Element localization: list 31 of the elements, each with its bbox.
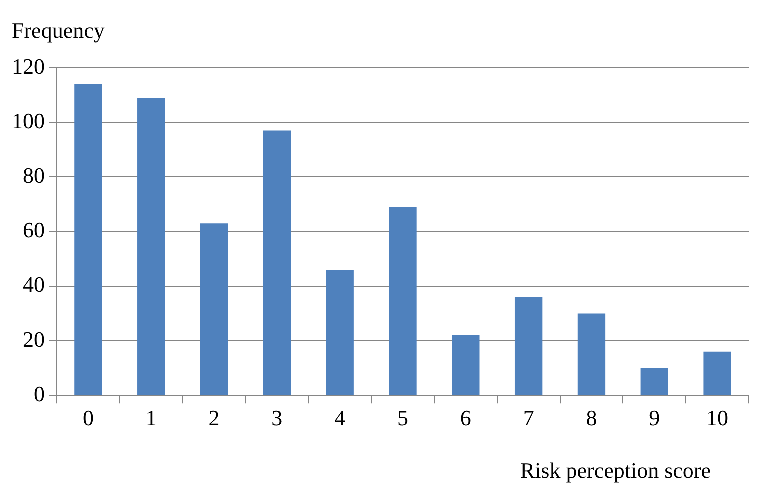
x-tick-label: 4 bbox=[334, 406, 346, 431]
y-tick-label: 40 bbox=[23, 272, 45, 298]
x-tick-label: 7 bbox=[523, 406, 534, 431]
bar bbox=[263, 130, 292, 396]
bar bbox=[704, 352, 732, 396]
bar bbox=[514, 297, 543, 396]
bar bbox=[326, 270, 354, 396]
bar bbox=[74, 84, 102, 396]
bar bbox=[138, 98, 166, 396]
x-tick-label: 3 bbox=[272, 406, 283, 431]
y-tick-label: 0 bbox=[34, 381, 45, 406]
y-axis-title: Frequency bbox=[12, 18, 105, 43]
x-tick-label: 2 bbox=[208, 406, 220, 431]
x-tick-label: 10 bbox=[706, 406, 729, 431]
y-tick-label: 80 bbox=[23, 162, 45, 188]
x-tick-label: 0 bbox=[82, 406, 94, 431]
bar bbox=[578, 314, 606, 396]
y-tick-label: 100 bbox=[12, 108, 45, 134]
x-tick-label: 5 bbox=[398, 406, 408, 431]
x-tick-label: 8 bbox=[586, 406, 598, 431]
bar bbox=[640, 368, 668, 396]
x-tick-label: 1 bbox=[146, 406, 157, 431]
bar bbox=[389, 207, 417, 396]
bar bbox=[200, 224, 228, 396]
y-tick-label: 120 bbox=[12, 54, 45, 79]
y-tick-label: 60 bbox=[23, 218, 45, 243]
bar bbox=[452, 336, 480, 396]
x-axis-title: Risk perception score bbox=[520, 458, 711, 483]
y-tick-label: 20 bbox=[23, 326, 45, 352]
x-tick-label: 6 bbox=[460, 406, 472, 431]
x-tick-label: 9 bbox=[649, 406, 660, 431]
